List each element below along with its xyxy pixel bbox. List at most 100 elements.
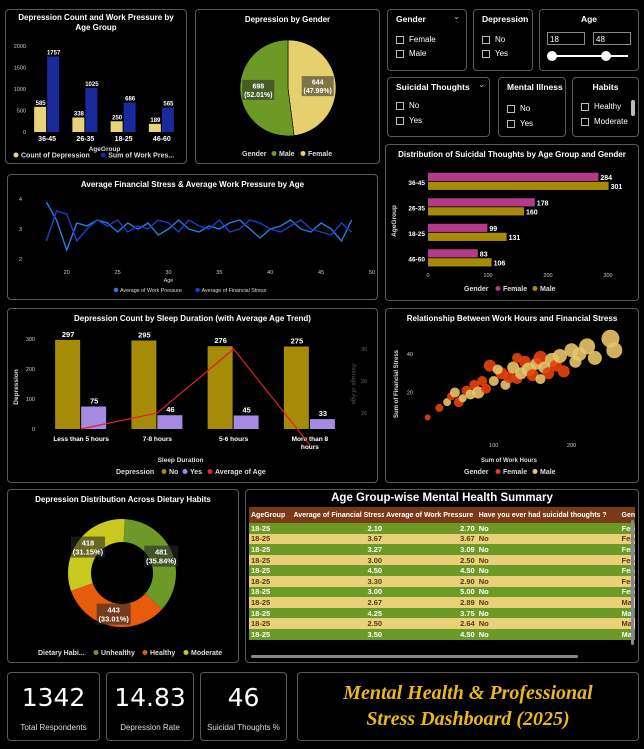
dashboard-title-line2: Stress Dashboard (2025) — [366, 708, 570, 730]
age-slider-handle-min[interactable] — [547, 51, 557, 61]
work-hours-scatter-panel[interactable]: Relationship Between Work Hours and Fina… — [385, 308, 639, 483]
legend-label: Female — [503, 469, 527, 476]
habits-option-healthy[interactable]: Healthy — [581, 102, 621, 111]
chevron-down-icon[interactable]: ⌄ — [478, 80, 485, 89]
column-header[interactable]: Gen — [619, 507, 635, 523]
option-label: Male — [409, 49, 427, 58]
legend-marker — [532, 469, 538, 474]
checkbox-icon[interactable] — [396, 35, 404, 44]
scatter-point — [535, 374, 546, 385]
suicidal-option-no[interactable]: No — [396, 101, 419, 110]
table-row[interactable]: 18-25 4.50 4.50 No Fen — [249, 565, 635, 576]
checkbox-icon[interactable] — [482, 49, 490, 58]
table-row[interactable]: 18-25 2.10 2.70 No Fen — [249, 523, 635, 534]
age-slider-handle-max[interactable] — [601, 51, 612, 61]
checkbox-icon[interactable] — [482, 35, 490, 44]
chevron-down-icon[interactable]: ⌄ — [519, 12, 526, 21]
depression-option-no[interactable]: No — [482, 35, 505, 44]
table-cell: 18-25 — [249, 607, 292, 619]
age-slider-track[interactable] — [552, 55, 628, 57]
checkbox-icon[interactable] — [581, 102, 589, 111]
suicidal-distribution-panel[interactable]: Distribution of Suicidal Thoughts by Age… — [385, 144, 639, 301]
table-row[interactable]: 18-25 3.30 2.90 No Fen — [249, 575, 635, 587]
table-cell: Fen — [619, 586, 635, 598]
slice-value-label: 644 — [312, 80, 324, 87]
checkbox-icon[interactable] — [396, 101, 404, 110]
scatter-point — [542, 367, 555, 380]
option-label: No — [409, 101, 420, 110]
habits-slicer[interactable]: Habits Healthy Moderate — [572, 77, 639, 137]
table-row[interactable]: 18-25 3.50 4.50 No Ma — [249, 628, 635, 640]
suicidal-option-yes[interactable]: Yes — [396, 116, 422, 125]
age-slicer[interactable]: Age 18 48 — [539, 9, 639, 71]
habits-option-moderate[interactable]: Moderate — [581, 117, 628, 126]
table-cell: 3.27 — [291, 544, 385, 555]
legend-label: Average of Work Pressure — [120, 288, 182, 294]
data-label: 276 — [214, 336, 227, 345]
x-axis-label: Sleep Duration — [158, 457, 204, 464]
table-cell: 18-25 — [249, 544, 292, 555]
dietary-donut-panel[interactable]: Depression Distribution Across Dietary H… — [7, 489, 239, 663]
table-horizontal-scrollbar[interactable] — [251, 655, 578, 658]
gender-slicer[interactable]: Gender ⌄ Female Male — [387, 9, 467, 71]
checkbox-icon[interactable] — [507, 119, 515, 128]
checkbox-icon[interactable] — [581, 117, 589, 126]
table-cell: 3.50 — [291, 628, 385, 640]
table-row[interactable]: 18-25 2.67 2.89 No Ma — [249, 597, 635, 608]
bar — [428, 172, 599, 181]
legend-label: Female — [308, 151, 332, 158]
summary-table-panel[interactable]: Age Group-wise Mental Health Summary Age… — [245, 489, 639, 663]
checkbox-icon[interactable] — [396, 49, 404, 58]
table-row[interactable]: 18-25 2.50 2.64 No Ma — [249, 618, 635, 629]
age-max-input[interactable]: 48 — [593, 32, 631, 45]
age-group-chart-panel[interactable]: Depression Count and Work Pressure by Ag… — [5, 9, 187, 164]
option-label: No — [520, 104, 531, 113]
table-cell: 2.67 — [291, 597, 385, 608]
sleep-duration-panel[interactable]: Depression Count by Sleep Duration (with… — [7, 308, 378, 483]
age-min-input[interactable]: 18 — [547, 32, 585, 45]
depression-option-yes[interactable]: Yes — [482, 49, 508, 58]
table-row[interactable]: 18-25 3.00 5.00 No Fen — [249, 586, 635, 598]
gender-option-male[interactable]: Male — [396, 49, 426, 58]
legend-marker — [271, 151, 277, 156]
stress-line-panel[interactable]: Average Financial Stress & Average Work … — [7, 174, 378, 300]
chevron-down-icon[interactable]: ⌄ — [453, 12, 460, 21]
suicidal-thoughts-slicer[interactable]: Suicidal Thoughts ⌄ No Yes — [387, 77, 490, 137]
summary-table-title: Age Group-wise Mental Health Summary — [331, 492, 553, 504]
data-label: 686 — [125, 97, 136, 103]
table-row[interactable]: 18-25 3.27 3.09 No Fen — [249, 544, 635, 555]
column-header[interactable]: AgeGroup — [249, 507, 292, 523]
kpi-label: Total Respondents — [20, 723, 87, 732]
gender-pie-panel[interactable]: Depression by Gender 644 (47.99%) 698 (52.0… — [195, 9, 380, 164]
table-vertical-scrollbar[interactable] — [631, 520, 634, 645]
legend-marker — [142, 650, 148, 655]
bar — [110, 121, 123, 132]
donut-slice — [123, 519, 176, 610]
table-row[interactable]: 18-25 4.25 3.75 No Ma — [249, 607, 635, 619]
mental-illness-slicer[interactable]: Mental Illness No Yes — [498, 77, 566, 137]
depression-slicer[interactable]: Depression ⌄ No Yes — [473, 9, 533, 71]
checkbox-icon[interactable] — [507, 104, 515, 113]
gender-option-female[interactable]: Female — [396, 35, 436, 44]
table-row[interactable]: 18-25 3.67 3.67 No Fen — [249, 533, 635, 545]
option-label: No — [495, 35, 506, 44]
habits-scrollbar[interactable] — [631, 100, 635, 116]
table-cell: Fen — [619, 533, 635, 545]
bar — [47, 56, 60, 132]
dashboard-title-line1: Mental Health & Professional — [343, 682, 593, 704]
table-cell: Fen — [619, 554, 635, 566]
checkbox-icon[interactable] — [396, 116, 404, 125]
legend-marker — [495, 286, 501, 291]
table-cell: 4.50 — [384, 565, 477, 576]
gender-slicer-title: Gender — [396, 14, 426, 24]
data-label: 131 — [509, 235, 521, 242]
table-row[interactable]: 18-25 3.00 2.50 No Fen — [249, 554, 635, 566]
mental-option-yes[interactable]: Yes — [507, 119, 533, 128]
gender-pie-title: Depression by Gender — [244, 15, 331, 24]
legend-label: Sum of Work Pres... — [108, 153, 174, 160]
column-header[interactable]: Average of Financial Stress — [291, 507, 385, 523]
mental-option-no[interactable]: No — [507, 104, 530, 113]
column-header[interactable]: Average of Work Pressure — [384, 507, 477, 523]
y2-tick-label: 30 — [361, 347, 367, 353]
column-header[interactable]: Have you ever had suicidal thoughts ? — [476, 507, 620, 523]
